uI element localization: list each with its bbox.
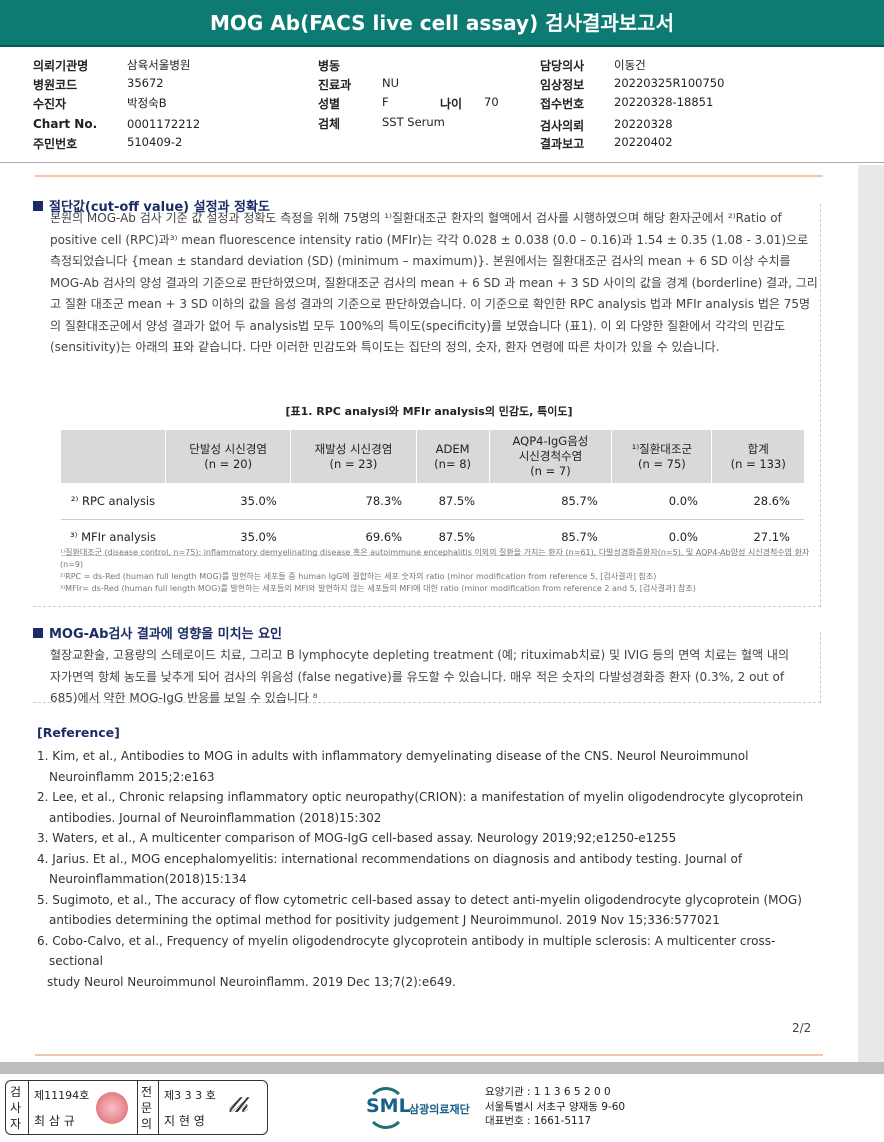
table-cell: 27.1% [711,519,804,556]
sensitivity-table: 단발성 시신경염 (n = 20) 재발성 시신경염 (n = 23) ADEM (… [60,430,804,556]
info-value: F [382,95,389,109]
section-cutoff-heading: 절단값(cut-off value) 설정과 정확도 [33,196,276,215]
info-label: 검체 [318,117,341,131]
table-row: ³⁾ MFIr analysis 35.0% 69.6% 87.5% 85.7% 0.0%… [60,519,804,556]
table-note: ³⁾MFIr= ds-Red (human full length MOG)를 … [60,584,696,593]
table-note: ¹⁾질환대조군 (disease control, n=75): inflamm… [60,548,810,569]
table-header: 재발성 시신경염 (n = 23) [290,430,417,483]
info-label: 병원코드 [33,78,78,92]
specialist-number: 제3 3 3 호 [164,1089,216,1102]
footer: 검사자 제11194호 최 삼 규 전문의 제3 3 3 호 지 현 영 𝓁𝒽 … [0,1077,884,1142]
contact-line: 대표번호 : 1661-5117 [485,1115,592,1127]
info-value: 이동건 [614,58,646,72]
signature-box: 검사자 제11194호 최 삼 규 전문의 제3 3 3 호 지 현 영 𝓁𝒽 [5,1080,268,1135]
table-cell: 28.6% [711,483,804,520]
report-page [0,165,858,1062]
table-cell: 35.0% [165,483,291,520]
info-value: 35672 [127,76,164,90]
table-cell: 0.0% [611,483,712,520]
section-cutoff [33,204,821,607]
table-header: AQP4-IgG음성 시신경척수염 (n = 7) [488,430,612,483]
info-label: 결과보고 [540,137,585,151]
table-caption: [표1. RPC analysi와 MFIr analysis의 민감도, 특이… [285,405,573,418]
info-label: 임상정보 [540,78,585,92]
table-row: ²⁾ RPC analysis 35.0% 78.3% 87.5% 85.7% 0.0% 2… [60,483,804,520]
info-label: Chart No. [33,117,98,131]
reference-item: 3. Waters, et al., A multicenter compari… [37,831,677,845]
info-label: 검사의뢰 [540,119,585,133]
table-cell: 78.3% [290,483,417,520]
info-label: 주민번호 [33,137,78,151]
page-number: 2/2 [792,1021,812,1035]
info-value: 510409-2 [127,135,183,149]
table-cell: 85.7% [489,519,612,556]
reference-list: 1. Kim, et al., Antibodies to MOG in adu… [37,746,827,992]
age-label: 나이 [440,97,463,111]
table-cell: 87.5% [416,483,490,520]
section-factors-heading: MOG-Ab검사 결과에 영향을 미치는 요인 [33,623,289,642]
viewer-separator [0,1062,884,1074]
reference-item: 2. Lee, et al., Chronic relapsing inflam… [37,790,804,825]
reference-item: study Neurol Neuroimmunol Neuroinflamm. … [47,974,456,989]
info-label: 의뢰기관명 [33,59,89,73]
square-bullet-icon [33,201,43,211]
divider-bottom [35,1054,823,1056]
table-note: ²⁾RPC = ds-Red (human full length MOG)를 … [60,572,657,581]
info-value: 20220328-18851 [614,95,714,109]
reference-item: 6. Cobo-Calvo, et al., Frequency of myel… [37,933,776,969]
info-value: 박정숙B [127,96,167,110]
reference-heading: [Reference] [37,725,120,740]
table-header: ADEM (n= 8) [415,430,490,483]
viewer-background [858,165,884,1062]
divider-top [35,175,823,177]
table-cell: 0.0% [611,519,712,556]
table-header: 단발성 시신경염 (n = 20) [164,430,291,483]
contact-line: 서울특별시 서초구 양재동 9-60 [485,1100,626,1113]
org-contact: 요양기관 : 1 1 3 6 5 2 0 0 서울특별시 서초구 양재동 9-60… [485,1085,625,1129]
reference-item: 4. Jarius. Et al., MOG encephalomyelitis… [37,851,743,887]
info-value: SST Serum [382,115,445,129]
reference-item: 5. Sugimoto, et al., The accuracy of flo… [37,892,802,928]
contact-line: 요양기관 : 1 1 3 6 5 2 0 0 [485,1086,611,1098]
info-label: 진료과 [318,78,352,92]
info-value: 20220325R100750 [614,76,725,90]
examiner-label: 검사자 [10,1085,22,1131]
factors-paragraph: 혈장교환술, 고용량의 스테로이드 치료, 그리고 B lymphocyte d… [50,648,790,705]
seal-stamp [96,1092,128,1124]
table-header: ¹⁾질환대조군 (n = 75) [611,430,712,483]
table-notes: ¹⁾질환대조군 (disease control, n=75): inflamm… [60,547,820,595]
info-label: 담당의사 [540,59,585,73]
reference-item: 1. Kim, et al., Antibodies to MOG in adu… [37,749,749,784]
info-value: 0001172212 [127,117,201,131]
row-label: ³⁾ MFIr analysis [60,519,166,556]
row-label: ²⁾ RPC analysis [60,483,166,520]
info-value: 20220402 [614,135,673,149]
square-bullet-icon [33,628,43,638]
examiner-name: 최 삼 규 [34,1114,75,1128]
info-label: 수진자 [33,97,67,111]
signature: 𝓁𝒽 [228,1093,248,1118]
info-label: 접수번호 [540,97,585,111]
examiner-number: 제11194호 [34,1089,90,1102]
info-label: 병동 [318,59,341,73]
specialist-label: 전문의 [141,1085,153,1131]
report-title: MOG Ab(FACS live cell assay) 검사결과보고서 [0,0,884,47]
table-header: 합계 (n = 133) [711,430,804,483]
table-cell: 69.6% [290,519,417,556]
info-value: NU [382,76,400,90]
info-label: 성별 [318,97,341,111]
section-factors [33,632,821,703]
info-value: 삼육서울병원 [127,58,191,72]
table-cell: 85.7% [489,483,612,520]
cutoff-paragraph: 본원의 MOG-Ab 검사 기준 값 설정과 정확도 측정을 위해 75명의 ¹… [50,211,818,354]
info-value: 20220328 [614,117,673,131]
sml-logo: SML [366,1095,411,1117]
table-cell: 87.5% [416,519,490,556]
specialist-name: 지 현 영 [164,1114,205,1128]
org-name: 삼광의료재단 [409,1103,470,1116]
table-cell: 35.0% [165,519,291,556]
table-header [60,430,166,483]
age-value: 70 [484,95,499,109]
